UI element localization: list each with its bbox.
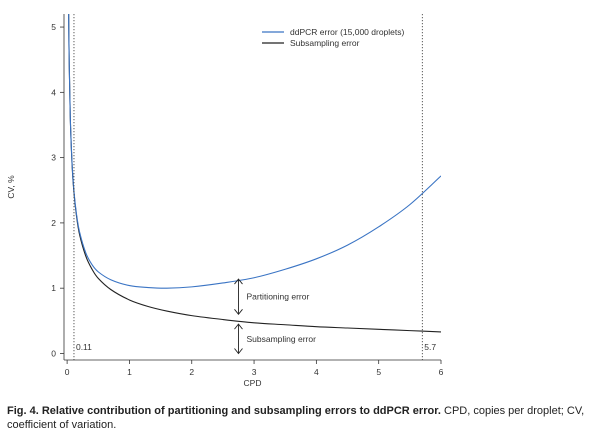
x-tick-label: 1 [127,367,132,377]
series-line-subsampling-error [68,14,441,333]
x-tick-label: 2 [189,367,194,377]
y-tick-label: 5 [51,22,56,32]
y-tick-label: 2 [51,218,56,228]
legend-label-1: ddPCR error (15,000 droplets) [290,27,405,37]
x-tick-label: 5 [376,367,381,377]
annotation-arrow-head-top [234,323,243,330]
reference-line-label-1: 0.11 [76,342,92,352]
y-tick-label: 3 [51,153,56,163]
annotation-arrow-head-bottom [234,348,243,355]
x-tick-label: 3 [252,367,257,377]
annotation-subsampling: Subsampling error [234,323,316,355]
y-tick-label: 1 [51,283,56,293]
overlay: 0.11 5.7 Partitioning error Subsampling err… [73,14,436,360]
y-tick-label: 0 [51,348,56,358]
y-axis-title: CV, % [6,175,16,199]
x-tick-label: 4 [314,367,319,377]
figure-caption: Fig. 4. Relative contribution of partiti… [7,404,592,432]
annotation-partitioning: Partitioning error [234,278,309,316]
series-line-ddpcr-error [68,14,441,289]
x-tick-label: 6 [439,367,444,377]
annotation-arrow-head-bottom [234,309,243,316]
y-tick-label: 4 [51,87,56,97]
annotation-label: Subsampling error [246,334,316,344]
plot-area [68,14,441,333]
caption-text: CPD, copies per droplet; CV, coefficient… [7,405,585,431]
cv-vs-cpd-chart: 0 1 2 3 4 5 6 0 1 2 3 4 5 CPD CV, % 0.11 5.7 Partitionin… [6,14,444,388]
x-axis-title: CPD [244,378,262,388]
axes: 0 1 2 3 4 5 6 0 1 2 3 4 5 CPD CV, % [6,14,444,388]
annotation-arrow-head-top [234,278,243,285]
legend-label-2: Subsampling error [290,38,360,48]
x-tick-label: 0 [65,367,70,377]
annotation-label: Partitioning error [246,292,309,302]
caption-title: Fig. 4. Relative contribution of partiti… [7,405,441,417]
reference-line-label-2: 5.7 [424,342,436,352]
